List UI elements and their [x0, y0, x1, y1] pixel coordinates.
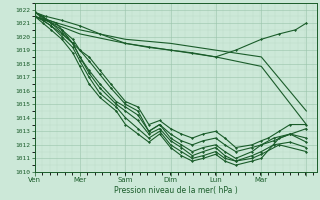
X-axis label: Pression niveau de la mer( hPa ): Pression niveau de la mer( hPa ) — [114, 186, 238, 195]
